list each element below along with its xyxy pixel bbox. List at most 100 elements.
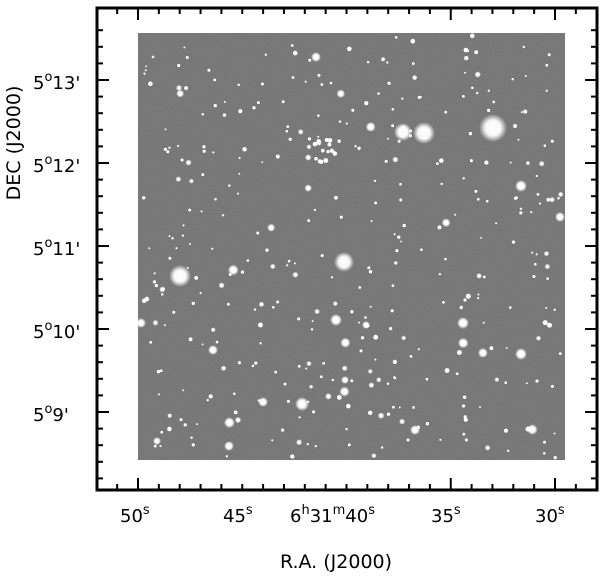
cluster-star: [319, 159, 324, 164]
bright-star: [394, 123, 412, 141]
star: [159, 286, 166, 293]
star: [339, 215, 343, 219]
star: [225, 455, 228, 458]
axis-ticks: [97, 8, 597, 490]
star: [304, 154, 312, 161]
star: [476, 272, 483, 279]
star: [296, 439, 303, 446]
star: [532, 274, 536, 279]
star: [391, 108, 395, 111]
star: [189, 243, 191, 245]
star: [183, 46, 186, 49]
bright-star: [295, 397, 309, 411]
star: [307, 219, 311, 223]
star: [334, 195, 338, 200]
star: [345, 122, 348, 125]
star: [261, 161, 264, 164]
star: [392, 405, 395, 409]
star: [389, 327, 393, 331]
star: [160, 293, 164, 296]
star: [368, 270, 373, 274]
star: [260, 82, 264, 86]
star: [511, 78, 514, 81]
y-tick-label-9: 5o9': [33, 402, 69, 426]
star: [257, 322, 263, 328]
star: [553, 455, 557, 460]
star: [399, 182, 402, 186]
star: [314, 444, 317, 448]
star: [457, 337, 469, 349]
star: [553, 432, 556, 435]
star: [160, 430, 164, 434]
star: [171, 237, 174, 240]
star: [312, 410, 316, 414]
star: [543, 452, 546, 455]
star: [298, 416, 301, 419]
star: [462, 395, 467, 399]
star: [148, 247, 151, 250]
star: [292, 271, 299, 278]
star: [364, 316, 367, 319]
star: [297, 317, 301, 321]
star: [314, 308, 320, 315]
star: [509, 161, 512, 164]
star: [222, 113, 227, 117]
star: [254, 361, 258, 365]
star: [168, 256, 172, 260]
star: [519, 211, 523, 215]
bright-star: [362, 321, 370, 329]
star: [456, 350, 462, 355]
star: [221, 214, 225, 217]
star: [461, 404, 466, 408]
star: [545, 89, 548, 92]
star: [228, 184, 231, 187]
star: [526, 161, 530, 165]
star: [546, 277, 549, 280]
star: [237, 83, 240, 87]
star: [194, 275, 199, 280]
star: [535, 253, 538, 256]
star: [392, 359, 398, 365]
star: [297, 129, 304, 135]
y-tick-label-13: 5o13': [33, 70, 80, 94]
star: [463, 417, 468, 422]
star: [544, 251, 549, 256]
star: [526, 424, 538, 435]
star: [524, 75, 527, 77]
star: [145, 65, 148, 68]
star: [465, 293, 471, 299]
cluster-star: [316, 139, 321, 144]
star: [210, 327, 216, 333]
star: [350, 379, 354, 383]
star: [280, 428, 285, 432]
star: [297, 364, 301, 368]
star: [149, 340, 153, 344]
star: [474, 50, 479, 55]
star: [486, 108, 491, 113]
star: [373, 179, 377, 183]
star: [454, 213, 457, 216]
star: [188, 208, 192, 212]
star: [259, 302, 264, 307]
star: [199, 292, 202, 295]
star: [535, 379, 539, 383]
bright-star: [413, 122, 435, 144]
star: [470, 86, 474, 90]
star: [251, 364, 255, 368]
star: [322, 362, 326, 365]
star: [462, 177, 465, 180]
star: [292, 50, 298, 56]
star: [151, 55, 155, 59]
star: [238, 109, 243, 114]
star: [175, 84, 183, 91]
star: [153, 272, 156, 275]
star: [495, 222, 498, 225]
star: [290, 454, 295, 459]
star: [238, 172, 241, 175]
star: [307, 137, 312, 141]
star: [310, 328, 314, 331]
star: [308, 58, 312, 62]
star: [412, 75, 417, 80]
star: [190, 436, 193, 439]
star: [532, 427, 535, 430]
